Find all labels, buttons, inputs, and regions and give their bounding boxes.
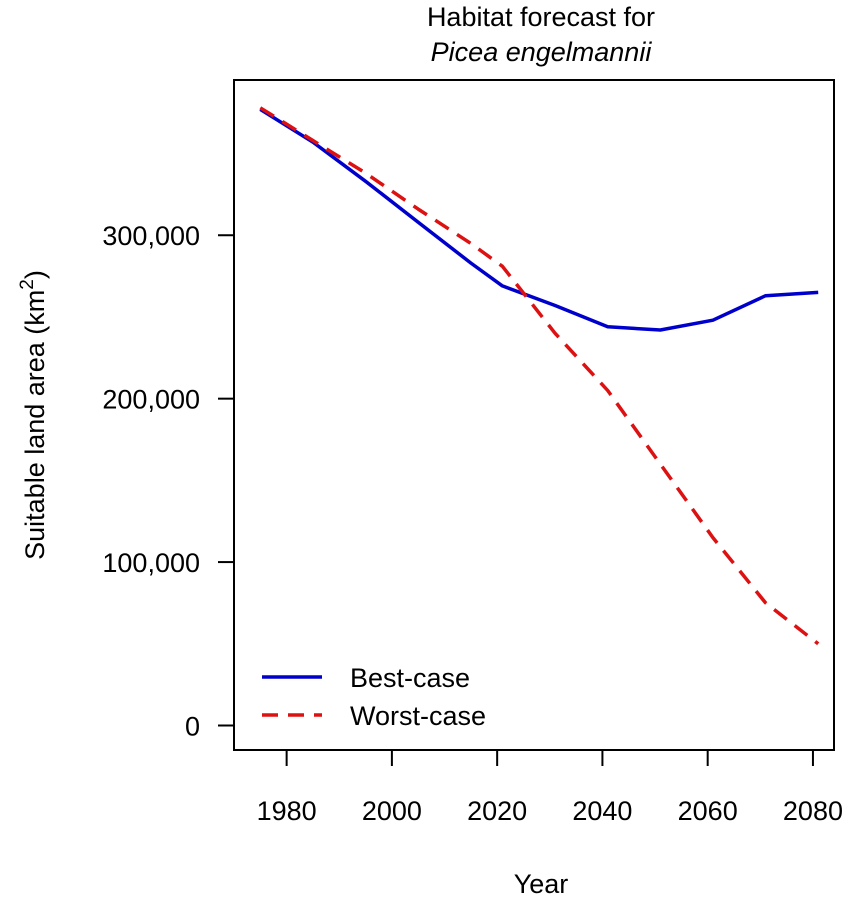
x-tick-label-2000: 2000 <box>362 796 422 826</box>
y-tick-label-0: 0 <box>185 711 200 741</box>
x-tick-label-2020: 2020 <box>467 796 527 826</box>
legend: Best-case Worst-case <box>262 663 486 731</box>
series-layer <box>259 106 820 646</box>
x-tick-label-2040: 2040 <box>572 796 632 826</box>
x-axis-label: Year <box>514 869 569 898</box>
y-tick-label-100000: 100,000 <box>102 548 200 578</box>
x-tick-label-2060: 2060 <box>678 796 738 826</box>
y-axis-label: Suitable land area (km2) <box>17 270 50 560</box>
series-line-best-case <box>259 107 819 332</box>
y-tick-label-300000: 300,000 <box>102 221 200 251</box>
y-tick-label-200000: 200,000 <box>102 385 200 415</box>
chart-title: Habitat forecast for <box>427 2 655 32</box>
plot-frame <box>233 79 835 751</box>
y-axis: 0 100,000 200,000 300,000 <box>102 221 234 741</box>
chart-subtitle: Picea engelmannii <box>431 37 653 67</box>
legend-label-worst-case: Worst-case <box>350 701 486 731</box>
x-tick-label-1980: 1980 <box>257 796 317 826</box>
legend-label-best-case: Best-case <box>350 663 470 693</box>
x-axis: 1980 2000 2020 2040 2060 2080 <box>257 750 843 826</box>
x-tick-label-2080: 2080 <box>783 796 843 826</box>
series-line-worst-case <box>259 106 820 646</box>
